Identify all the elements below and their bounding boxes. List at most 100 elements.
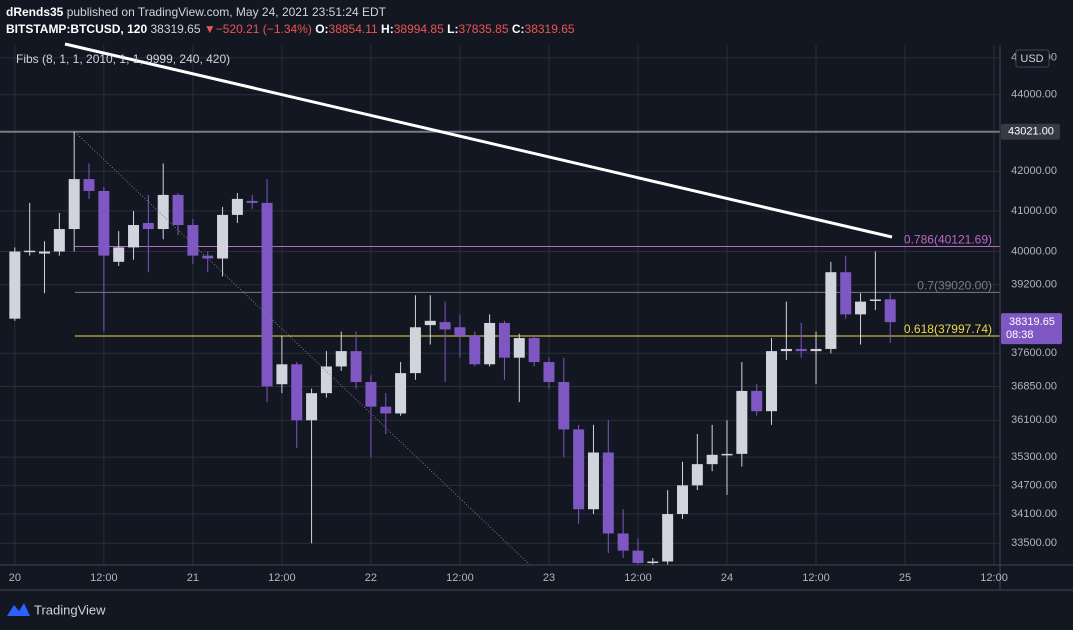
candle-body (24, 250, 36, 253)
candle-body (721, 453, 733, 456)
y-tick-label: 41000.00 (1011, 205, 1057, 217)
x-tick-label: 25 (899, 572, 911, 584)
candle-body (751, 390, 763, 412)
trend-line (64, 42, 893, 239)
ohlc-key: L: (447, 22, 459, 36)
y-tick-label: 39200.00 (1011, 279, 1057, 291)
ohlc-key: C: (511, 22, 525, 36)
candle-body (632, 550, 644, 564)
level-label-box (1001, 123, 1060, 140)
change-arrow: ▼ (203, 22, 216, 36)
candle-body (484, 322, 496, 365)
price-label-box (1001, 313, 1062, 345)
x-tick-label: 23 (543, 572, 555, 584)
candle-body (884, 299, 896, 323)
candle-body (454, 327, 466, 336)
ohlc-value: 38994.85 (393, 22, 444, 36)
candle-body (424, 320, 436, 326)
ohlc-key: O: (315, 22, 329, 36)
y-tick-label: 42000.00 (1011, 165, 1057, 177)
candle-body (573, 429, 585, 510)
header-line-2: BITSTAMP:BTCUSD, 120 38319.65 ▼−520.21 (… (6, 22, 575, 36)
fib-label: 0.786(40121.69) (904, 233, 992, 247)
x-tick-label: 12:00 (624, 572, 652, 584)
candle-body (380, 406, 392, 414)
x-tick-label: 12:00 (980, 572, 1008, 584)
x-tick-label: 20 (9, 572, 21, 584)
candle-body (291, 364, 303, 421)
candle-body (261, 202, 273, 387)
candle-body (513, 338, 525, 358)
level-label: 43021.00 (1008, 126, 1054, 138)
candle-body (172, 194, 184, 225)
candle-body (231, 198, 243, 215)
candle-body (98, 190, 110, 256)
x-tick-label: 21 (187, 572, 199, 584)
candle-body (662, 514, 674, 562)
candle-body (647, 561, 659, 564)
candle-body (276, 364, 288, 385)
candle-body (217, 214, 229, 259)
candle-body (795, 348, 807, 352)
candle-body (780, 348, 792, 352)
candle-body (617, 533, 629, 551)
currency-badge (1015, 49, 1050, 68)
candle-body (335, 351, 347, 367)
brand-logo (7, 603, 30, 616)
y-tick-label: 40000.00 (1011, 245, 1057, 257)
y-tick-label: 34700.00 (1011, 479, 1057, 491)
candle-body (142, 222, 154, 230)
candle-body (602, 452, 614, 534)
brand: TradingView (34, 602, 106, 617)
candle-body (587, 452, 599, 510)
candle-body (736, 390, 748, 454)
ohlc-value: 37835.85 (458, 22, 509, 36)
indicator-label: Fibs (8, 1, 1, 2010, 1, 1, 9999, 240, 42… (16, 52, 230, 66)
x-tick-label: 12:00 (90, 572, 118, 584)
author: dRends35 (6, 5, 64, 19)
candle-body (840, 272, 852, 315)
published: published on TradingView.com, May 24, 20… (66, 5, 387, 19)
header-line-1: dRends35 published on TradingView.com, M… (6, 5, 386, 19)
change: −520.21 (−1.34%) (215, 22, 312, 36)
candle-body (365, 381, 377, 407)
candle-body (543, 362, 555, 382)
candle-body (810, 348, 822, 352)
fib-label: 0.7(39020.00) (917, 278, 992, 292)
marks (0, 130, 1000, 565)
labels: 45000.0044000.0042000.0041000.0040000.00… (9, 52, 1062, 584)
candle-body (113, 247, 125, 262)
fib-label: 0.618(37997.74) (904, 322, 992, 336)
candle-body (187, 224, 199, 256)
candle-body (157, 194, 169, 230)
candle-body (498, 322, 510, 358)
candle-body (766, 351, 778, 412)
ohlc-value: 38854.11 (328, 22, 378, 36)
x-tick-label: 24 (721, 572, 733, 584)
y-tick-label: 34100.00 (1011, 508, 1057, 520)
y-tick-label: 44000.00 (1011, 89, 1057, 101)
x-tick-label: 12:00 (268, 572, 296, 584)
candle-body (306, 393, 318, 421)
y-tick-label: 33500.00 (1011, 537, 1057, 549)
ohlc-key: H: (381, 22, 394, 36)
candle-body (202, 255, 214, 259)
x-tick-label: 22 (365, 572, 377, 584)
ohlc-value: 38319.65 (524, 22, 575, 36)
candle-body (246, 200, 258, 203)
candle-body (706, 454, 718, 465)
candle-body (128, 224, 140, 248)
candle-body (395, 373, 407, 414)
candle-body (439, 322, 451, 330)
y-tick-label: 36850.00 (1011, 380, 1057, 392)
candle-body (53, 229, 65, 252)
y-tick-label: 35300.00 (1011, 451, 1057, 463)
x-tick-label: 12:00 (446, 572, 474, 584)
fib-diagonal (74, 131, 531, 566)
candle-body (855, 301, 867, 315)
candle-body (350, 351, 362, 382)
candle-body (691, 464, 703, 486)
x-tick-label: 12:00 (802, 572, 830, 584)
